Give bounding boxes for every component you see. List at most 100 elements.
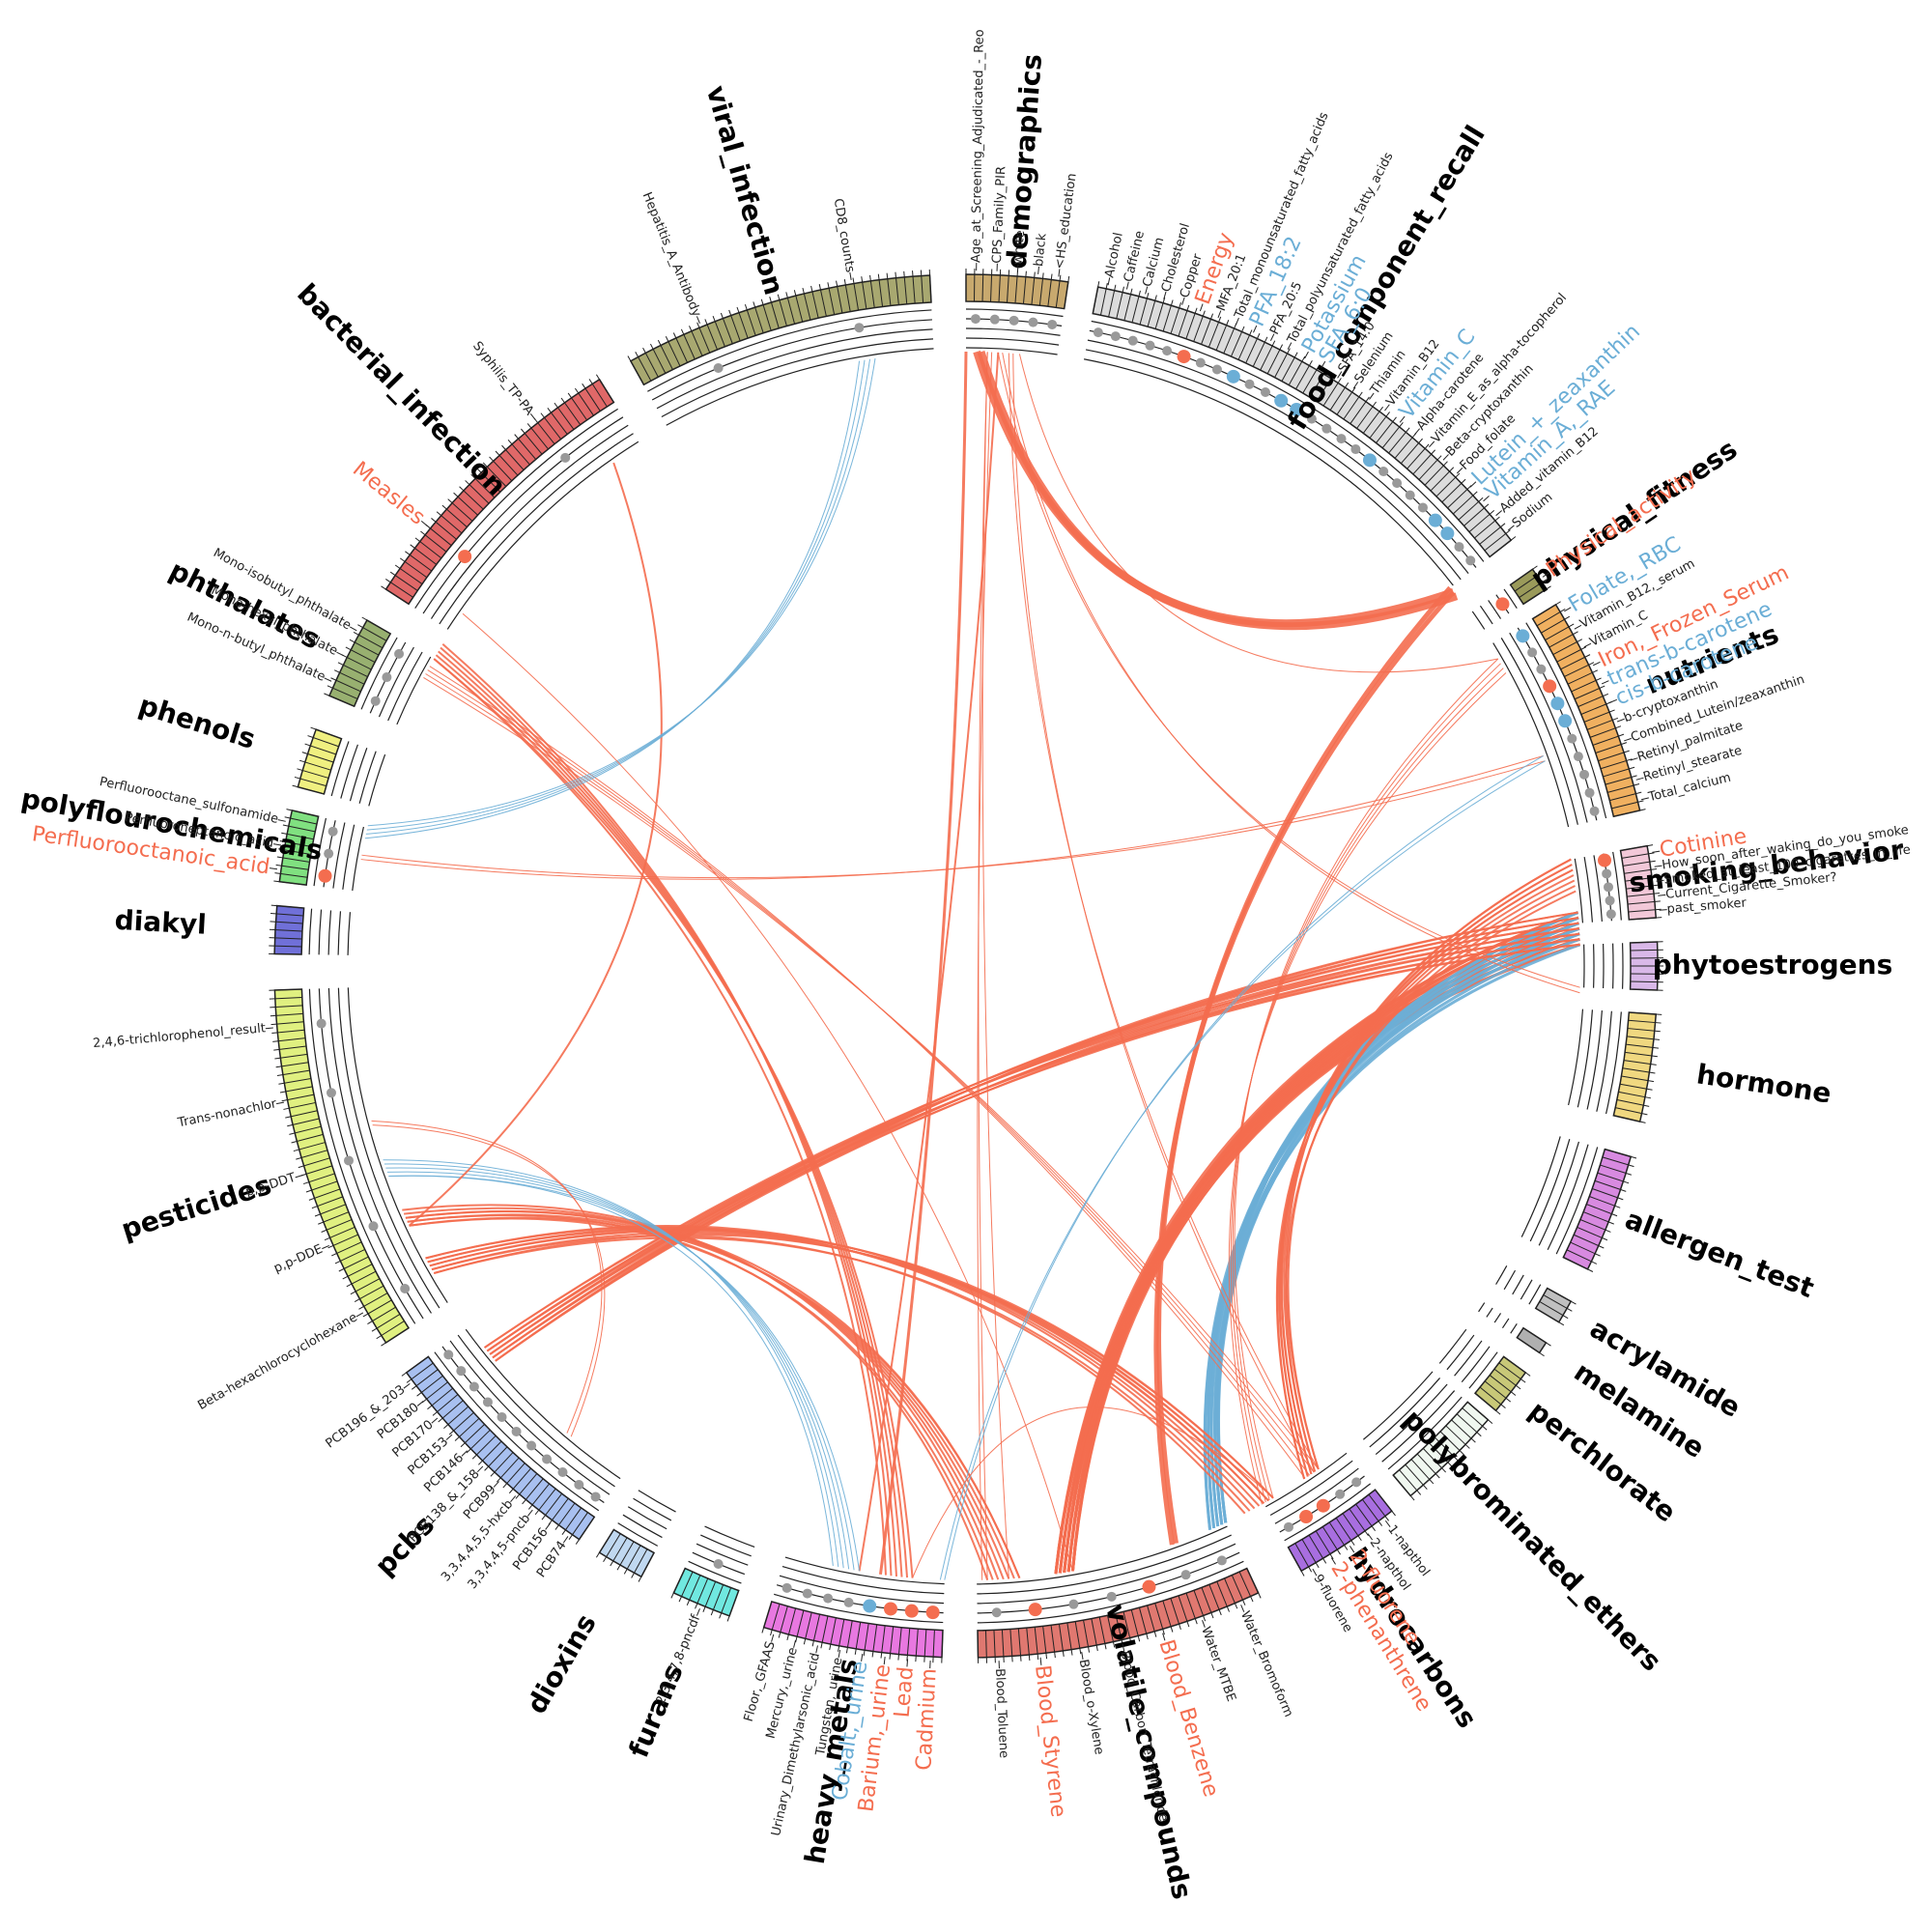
bar-stripe [1066,1622,1073,1656]
bar-stripe [1038,272,1044,306]
bar-stripe [289,1125,322,1135]
track-ring [434,1351,600,1512]
significance-dot [863,1599,877,1613]
significance-dot [1195,357,1206,368]
bar-stripe [595,374,614,403]
significance-dot [1047,319,1058,329]
bar-stripe [1571,677,1602,693]
link [486,943,1580,1352]
label-tick [416,1401,424,1406]
track-ring [1512,1274,1524,1295]
bar-stripe [1064,275,1070,309]
bar-stripe [1050,1625,1056,1659]
label-tick [1495,510,1503,517]
bar-stripe [381,1327,410,1347]
bar-stripe [1394,433,1417,459]
bar-stripe [1116,286,1124,319]
bar-stripe [627,355,644,385]
label-tick [350,626,357,632]
bar-stripe [495,450,519,476]
bar-stripe [820,1615,829,1649]
track-ring [1446,1334,1475,1371]
bar-stripe [635,352,652,382]
bar-stripe [786,1607,797,1640]
label-tick [1384,404,1390,412]
track-ring [430,424,629,619]
significance-dot [542,1454,553,1464]
link [1066,943,1581,1573]
bar-stripe [1592,733,1625,746]
bar-stripe [1623,1060,1657,1065]
bar-stripe [1224,1577,1238,1609]
significance-dot [989,314,1000,325]
bar-stripe [283,1101,316,1110]
significance-dot [1516,629,1530,643]
significance-dot [458,550,472,564]
bar-stripe [416,1375,443,1397]
label-tick [849,271,852,280]
group-name: phenols [135,689,260,755]
significance-dot [1558,714,1573,728]
bar-stripe [1564,662,1595,677]
bar-stripe [358,1293,388,1310]
bar-stripe [327,685,358,699]
significance-dot [1428,513,1442,527]
bar-stripe [1629,917,1662,921]
bar-stripe [1605,1149,1637,1159]
bar-stripe [270,921,303,924]
variable-label: 2,4,6-trichlorophenol_result [93,1021,267,1051]
label-tick [1202,1620,1206,1628]
link [1230,668,1504,1503]
bar-stripe [1441,478,1466,503]
significance-dot [497,1411,507,1422]
bar-stripe [342,1264,373,1280]
bar-stripe [993,1630,996,1663]
bar-stripe [1369,412,1390,439]
track-ring [422,416,624,614]
bar-stripe [1539,1301,1569,1320]
bar-stripe [1625,1051,1658,1058]
bar-stripe [1582,1211,1614,1225]
significance-dot [1226,369,1240,384]
label-tick [355,1312,364,1318]
bar-stripe [1362,406,1384,434]
track-ring [1495,1264,1508,1285]
bar-stripe [333,669,365,685]
label-tick [1312,1568,1318,1577]
significance-dot [1605,895,1615,906]
bar-stripe [1376,416,1397,443]
variable-label: Measles [348,457,429,529]
label-tick [295,1175,303,1179]
label-tick [1253,325,1258,333]
bar-stripe [554,1502,576,1530]
track-ring [1486,1307,1493,1318]
track-ring [1528,1284,1542,1305]
bar-stripe [1451,1419,1476,1443]
track-ring [1510,1323,1518,1334]
group-name: polybrominated_ethers [1397,1403,1667,1677]
track-ring [313,817,327,887]
bar-stripe [1001,1629,1005,1662]
bar-stripe [410,544,438,565]
bar-stripe [561,1507,582,1535]
bar-stripe [1335,1518,1355,1546]
label-tick [461,1450,469,1457]
bar-stripe [1031,271,1036,305]
track-ring [446,440,639,630]
bar-stripe [843,278,851,312]
bar-stripe [533,417,555,445]
bar-stripe [454,1417,480,1441]
bar-stripe [1147,295,1157,327]
link [912,1406,1274,1578]
bar-stripe [1630,980,1663,983]
label-tick [1235,317,1239,326]
group-name: viral_infection [700,82,790,298]
track-ring [704,1525,755,1548]
bar-stripe [321,1219,353,1233]
track-ring [1381,1390,1456,1463]
bar-stripe [588,379,608,408]
link [1285,890,1577,1472]
bar-stripe [1302,364,1321,394]
bar-stripe [827,282,836,315]
bar-stripe [726,1590,740,1622]
